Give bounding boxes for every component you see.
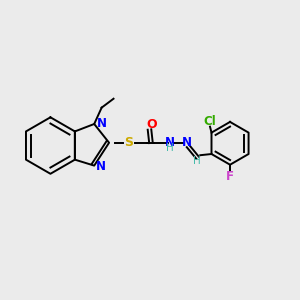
Text: N: N (165, 136, 175, 149)
Text: N: N (96, 160, 106, 173)
Text: S: S (124, 136, 133, 149)
Text: Cl: Cl (204, 115, 216, 128)
Text: F: F (226, 169, 234, 182)
Text: N: N (182, 136, 192, 149)
Text: N: N (97, 117, 106, 130)
Text: H: H (166, 143, 174, 153)
Text: H: H (193, 156, 201, 166)
Text: O: O (146, 118, 157, 131)
